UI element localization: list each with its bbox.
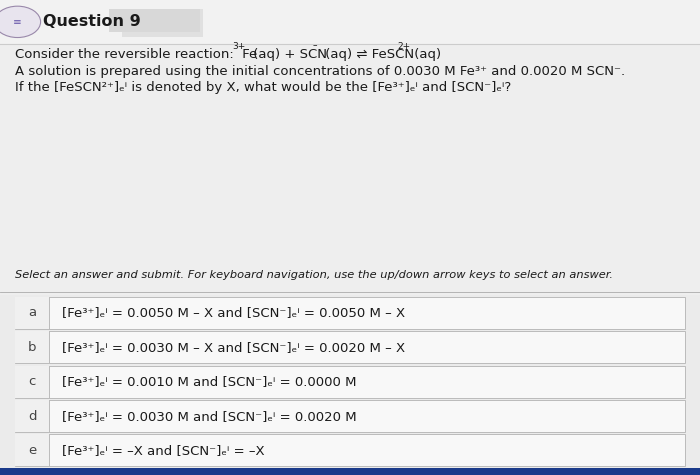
Text: 3+: 3+	[232, 42, 245, 50]
Bar	[15, 435, 685, 466]
Bar	[0, 468, 700, 475]
Bar	[15, 400, 685, 432]
Bar	[15, 297, 49, 329]
Bar	[0, 0, 700, 44]
Text: If the [FeSCN²⁺]ₑⁱ is denoted by X, what would be the [Fe³⁺]ₑⁱ and [SCN⁻]ₑⁱ?: If the [FeSCN²⁺]ₑⁱ is denoted by X, what…	[15, 81, 512, 95]
Text: (aq) ⇌ FeSCN: (aq) ⇌ FeSCN	[321, 48, 414, 61]
Text: (aq) + SCN: (aq) + SCN	[248, 48, 326, 61]
Bar	[15, 400, 49, 432]
Text: Select an answer and submit. For keyboard navigation, use the up/down arrow keys: Select an answer and submit. For keyboar…	[15, 270, 613, 281]
Bar	[0, 44, 700, 294]
Circle shape	[0, 6, 41, 38]
Bar	[15, 297, 685, 329]
Text: c: c	[29, 375, 36, 388]
Bar	[15, 331, 685, 363]
Bar	[15, 331, 49, 363]
Bar	[15, 435, 49, 466]
Text: e: e	[28, 444, 36, 457]
Bar	[122, 9, 203, 37]
Text: [Fe³⁺]ₑⁱ = –X and [SCN⁻]ₑⁱ = –X: [Fe³⁺]ₑⁱ = –X and [SCN⁻]ₑⁱ = –X	[62, 444, 264, 457]
Text: [Fe³⁺]ₑⁱ = 0.0010 M and [SCN⁻]ₑⁱ = 0.0000 M: [Fe³⁺]ₑⁱ = 0.0010 M and [SCN⁻]ₑⁱ = 0.000…	[62, 375, 356, 388]
Text: d: d	[28, 409, 36, 423]
Text: Question 9: Question 9	[43, 14, 141, 29]
Text: a: a	[28, 306, 36, 319]
Text: [Fe³⁺]ₑⁱ = 0.0030 M – X and [SCN⁻]ₑⁱ = 0.0020 M – X: [Fe³⁺]ₑⁱ = 0.0030 M – X and [SCN⁻]ₑⁱ = 0…	[62, 341, 405, 354]
Text: 2+: 2+	[397, 42, 410, 50]
Text: A solution is prepared using the initial concentrations of 0.0030 M Fe³⁺ and 0.0: A solution is prepared using the initial…	[15, 65, 626, 78]
Text: [Fe³⁺]ₑⁱ = 0.0050 M – X and [SCN⁻]ₑⁱ = 0.0050 M – X: [Fe³⁺]ₑⁱ = 0.0050 M – X and [SCN⁻]ₑⁱ = 0…	[62, 306, 405, 319]
Text: (aq): (aq)	[410, 48, 442, 61]
Text: –: –	[313, 42, 317, 50]
Text: [Fe³⁺]ₑⁱ = 0.0030 M and [SCN⁻]ₑⁱ = 0.0020 M: [Fe³⁺]ₑⁱ = 0.0030 M and [SCN⁻]ₑⁱ = 0.002…	[62, 409, 356, 423]
Text: ≡: ≡	[13, 17, 22, 27]
Bar	[108, 9, 200, 32]
Bar	[15, 366, 685, 398]
Text: b: b	[28, 341, 36, 354]
Text: Consider the reversible reaction:  Fe: Consider the reversible reaction: Fe	[15, 48, 258, 61]
Bar	[15, 366, 49, 398]
